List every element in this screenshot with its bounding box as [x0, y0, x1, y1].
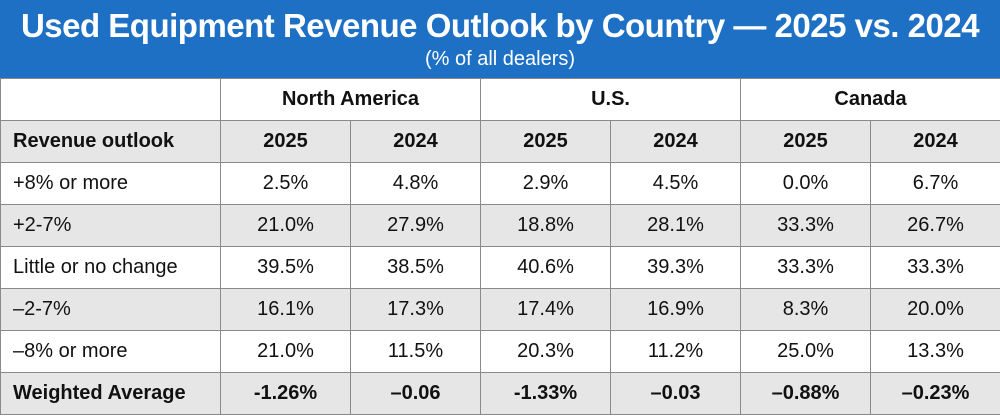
table-row: Little or no change 39.5% 38.5% 40.6% 39… — [0, 246, 1000, 289]
region-header-north-america: North America — [219, 78, 482, 121]
table-cell: 33.3% — [870, 246, 1000, 289]
page-subtitle: (% of all dealers) — [424, 48, 576, 70]
table-cell: 4.8% — [349, 162, 482, 205]
table-row: –8% or more 21.0% 11.5% 20.3% 11.2% 25.0… — [0, 330, 1000, 373]
table-row: –2-7% 16.1% 17.3% 17.4% 16.9% 8.3% 20.0% — [0, 288, 1000, 331]
year-header: 2025 — [480, 120, 612, 163]
table-cell: -1.26% — [220, 372, 351, 415]
revenue-outlook-table: North America U.S. Canada Revenue outloo… — [0, 78, 1000, 415]
table-cell: 20.3% — [480, 330, 612, 373]
region-header-us: U.S. — [480, 78, 742, 121]
table-cell: –0.88% — [740, 372, 872, 415]
table-cell: 16.1% — [220, 288, 351, 331]
row-label: –8% or more — [0, 330, 221, 373]
table-cell: 39.5% — [220, 246, 351, 289]
table-cell: 11.5% — [349, 330, 482, 373]
table-cell: 18.8% — [480, 204, 612, 247]
table-cell: 4.5% — [610, 162, 742, 205]
table-cell: –0.23% — [870, 372, 1000, 415]
table-cell: 21.0% — [220, 204, 351, 247]
table-row: +2-7% 21.0% 27.9% 18.8% 28.1% 33.3% 26.7… — [0, 204, 1000, 247]
table-cell: 8.3% — [740, 288, 872, 331]
table-cell: 27.9% — [349, 204, 482, 247]
table-cell: 2.5% — [220, 162, 351, 205]
table-cell: 17.4% — [480, 288, 612, 331]
table-cell: 40.6% — [480, 246, 612, 289]
table-cell: 21.0% — [220, 330, 351, 373]
year-header-row: Revenue outlook 2025 2024 2025 2024 2025… — [0, 120, 1000, 163]
table-cell: 2.9% — [480, 162, 612, 205]
table-cell: 11.2% — [610, 330, 742, 373]
title-banner: Used Equipment Revenue Outlook by Countr… — [0, 0, 1000, 78]
empty-corner-cell — [0, 78, 221, 121]
table-row: +8% or more 2.5% 4.8% 2.9% 4.5% 0.0% 6.7… — [0, 162, 1000, 205]
row-label: –2-7% — [0, 288, 221, 331]
row-label: +8% or more — [0, 162, 221, 205]
row-label: Little or no change — [0, 246, 221, 289]
table-cell: 16.9% — [610, 288, 742, 331]
revenue-outlook-header: Revenue outlook — [0, 120, 221, 163]
table-cell: 28.1% — [610, 204, 742, 247]
table-cell: –0.06 — [349, 372, 482, 415]
table-cell: 0.0% — [740, 162, 872, 205]
table-cell: 25.0% — [740, 330, 872, 373]
year-header: 2025 — [740, 120, 872, 163]
table-cell: -1.33% — [480, 372, 612, 415]
year-header: 2024 — [349, 120, 482, 163]
region-header-canada: Canada — [740, 78, 1000, 121]
table-cell: 33.3% — [740, 204, 872, 247]
table-cell: –0.03 — [610, 372, 742, 415]
table-cell: 38.5% — [349, 246, 482, 289]
table-cell: 13.3% — [870, 330, 1000, 373]
year-header: 2024 — [870, 120, 1000, 163]
weighted-average-row: Weighted Average -1.26% –0.06 -1.33% –0.… — [0, 372, 1000, 415]
row-label: +2-7% — [0, 204, 221, 247]
table-cell: 17.3% — [349, 288, 482, 331]
year-header: 2025 — [220, 120, 351, 163]
table-cell: 33.3% — [740, 246, 872, 289]
year-header: 2024 — [610, 120, 742, 163]
table-cell: 39.3% — [610, 246, 742, 289]
page-title: Used Equipment Revenue Outlook by Countr… — [20, 7, 980, 44]
region-header-row: North America U.S. Canada — [0, 78, 1000, 121]
table-cell: 26.7% — [870, 204, 1000, 247]
row-label: Weighted Average — [0, 372, 221, 415]
table-cell: 6.7% — [870, 162, 1000, 205]
table-cell: 20.0% — [870, 288, 1000, 331]
